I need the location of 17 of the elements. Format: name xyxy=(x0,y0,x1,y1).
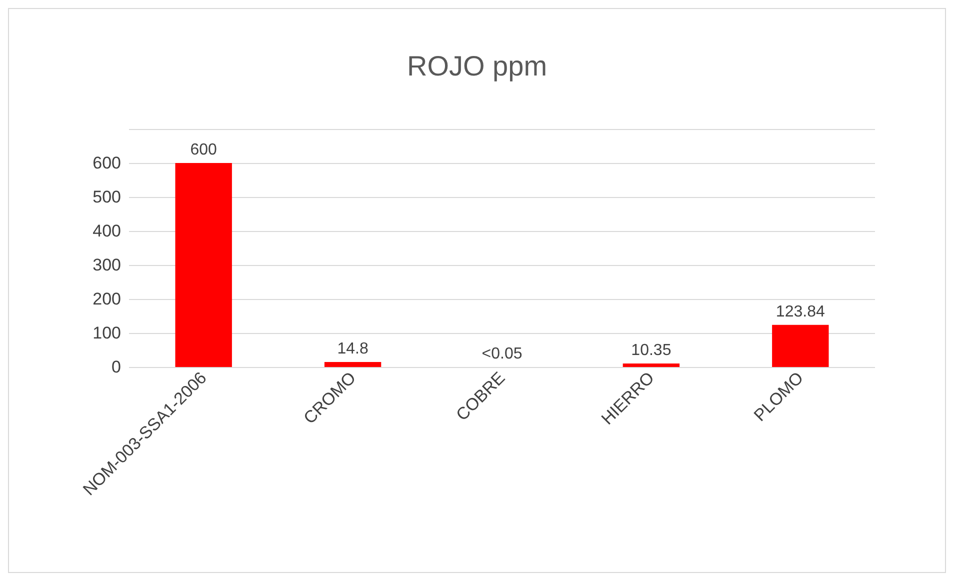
data-label: 123.84 xyxy=(776,303,825,320)
y-tick-label: 0 xyxy=(112,358,121,376)
data-label: 14.8 xyxy=(337,340,368,358)
y-tick-label: 600 xyxy=(92,154,121,172)
y-tick-label: 400 xyxy=(92,222,121,240)
data-label: 600 xyxy=(190,142,218,158)
bar xyxy=(324,362,382,367)
chart-title: ROJO ppm xyxy=(406,50,548,82)
y-tick-label: 200 xyxy=(92,290,121,308)
y-tick-label: 100 xyxy=(92,324,121,342)
data-label: 10.35 xyxy=(631,342,672,359)
bar xyxy=(622,363,680,367)
y-tick-label: 500 xyxy=(92,188,121,206)
y-tick-label: 300 xyxy=(92,256,121,274)
data-label: <0.05 xyxy=(482,345,522,362)
bar xyxy=(175,163,232,367)
bar xyxy=(772,324,829,367)
